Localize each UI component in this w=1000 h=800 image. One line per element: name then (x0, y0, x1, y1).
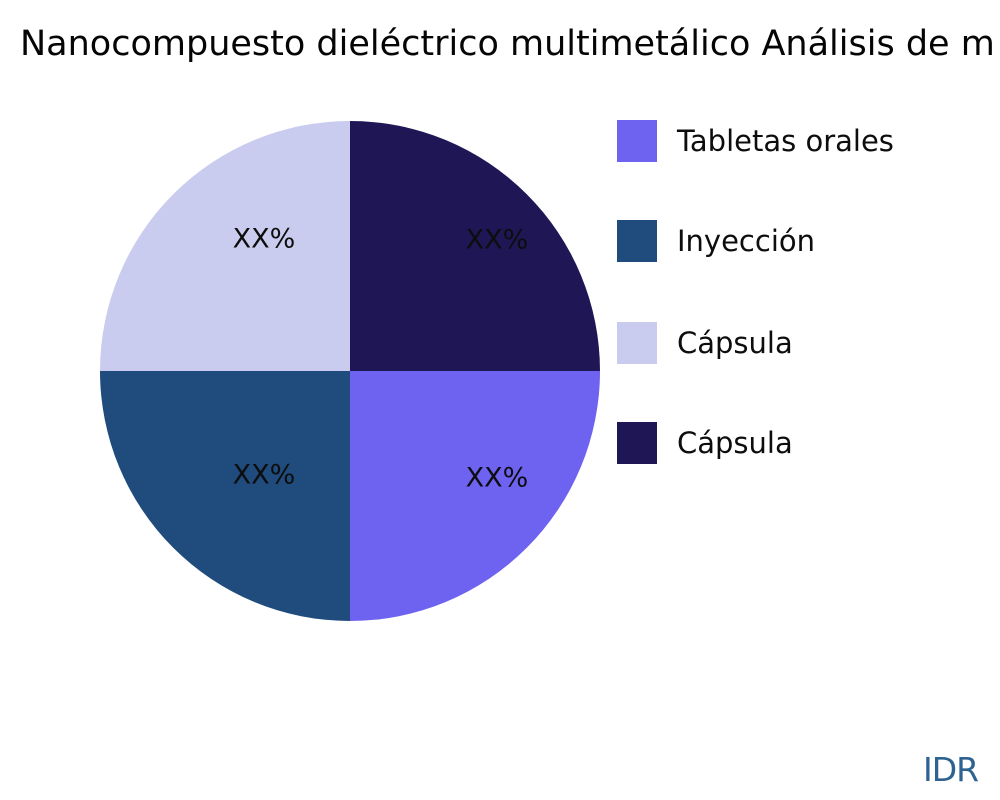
pie-slice-capsula-2 (350, 121, 600, 371)
slice-value-label-capsula-1: XX% (232, 223, 296, 255)
legend-swatch-capsula-1 (617, 322, 657, 364)
slice-value-label-tabletas-orales: XX% (465, 462, 529, 494)
legend-swatch-tabletas-orales (617, 120, 657, 162)
legend-item-tabletas-orales: Tabletas orales (617, 120, 894, 162)
legend-swatch-inyeccion (617, 220, 657, 262)
slice-value-label-inyeccion: XX% (232, 459, 296, 491)
slice-value-label-capsula-2: XX% (465, 224, 529, 256)
legend-label-capsula-1: Cápsula (677, 326, 793, 360)
legend-item-capsula-2: Cápsula (617, 422, 793, 464)
legend-label-tabletas-orales: Tabletas orales (677, 124, 894, 158)
legend-label-capsula-2: Cápsula (677, 426, 793, 460)
pie-slice-tabletas-orales (350, 371, 600, 621)
pie-svg (100, 121, 600, 621)
legend-item-inyeccion: Inyección (617, 220, 815, 262)
chart-title: Nanocompuesto dieléctrico multimetálico … (20, 24, 995, 64)
pie-slice-inyeccion (100, 371, 350, 621)
legend-label-inyeccion: Inyección (677, 224, 816, 258)
brand-watermark: IDR (923, 750, 979, 789)
legend-swatch-capsula-2 (617, 422, 657, 464)
pie-chart (100, 121, 600, 621)
legend-item-capsula-1: Cápsula (617, 322, 793, 364)
pie-slice-capsula-1 (100, 121, 350, 371)
